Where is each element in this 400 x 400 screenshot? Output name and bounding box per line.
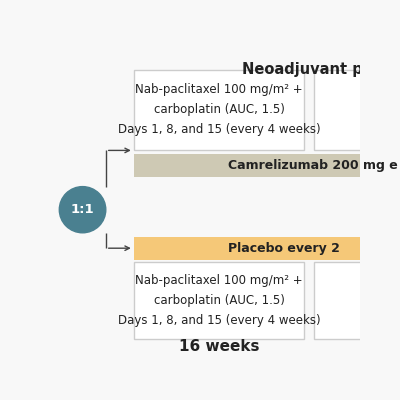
Text: Nab-paclitaxel 100 mg/m² +
carboplatin (AUC, 1.5)
Days 1, 8, and 15 (every 4 wee: Nab-paclitaxel 100 mg/m² + carboplatin (…: [118, 84, 320, 136]
Text: Camrelizumab 200 mg e: Camrelizumab 200 mg e: [228, 159, 398, 172]
Bar: [134, 154, 368, 177]
Bar: [134, 262, 304, 339]
Text: Placebo every 2: Placebo every 2: [228, 242, 340, 255]
Bar: [314, 70, 368, 150]
Text: 1:1: 1:1: [71, 203, 94, 216]
Circle shape: [59, 186, 106, 233]
Bar: [134, 237, 368, 260]
Text: Nab-paclitaxel 100 mg/m² +
carboplatin (AUC, 1.5)
Days 1, 8, and 15 (every 4 wee: Nab-paclitaxel 100 mg/m² + carboplatin (…: [118, 274, 320, 327]
Text: 16 weeks: 16 weeks: [179, 339, 259, 354]
Text: Neoadjuvant p: Neoadjuvant p: [242, 62, 363, 77]
Bar: [314, 262, 368, 339]
Bar: [134, 70, 304, 150]
